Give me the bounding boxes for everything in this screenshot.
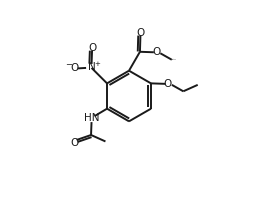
Text: O: O: [70, 63, 78, 73]
Text: −: −: [65, 60, 72, 69]
Text: O: O: [70, 138, 79, 148]
Text: O: O: [164, 79, 172, 89]
Text: HN: HN: [84, 113, 99, 123]
Text: N: N: [88, 62, 95, 72]
Text: O: O: [88, 43, 96, 53]
Text: O: O: [152, 47, 160, 57]
Text: methyl: methyl: [172, 59, 177, 60]
Text: +: +: [94, 61, 100, 67]
Text: O: O: [136, 28, 144, 38]
